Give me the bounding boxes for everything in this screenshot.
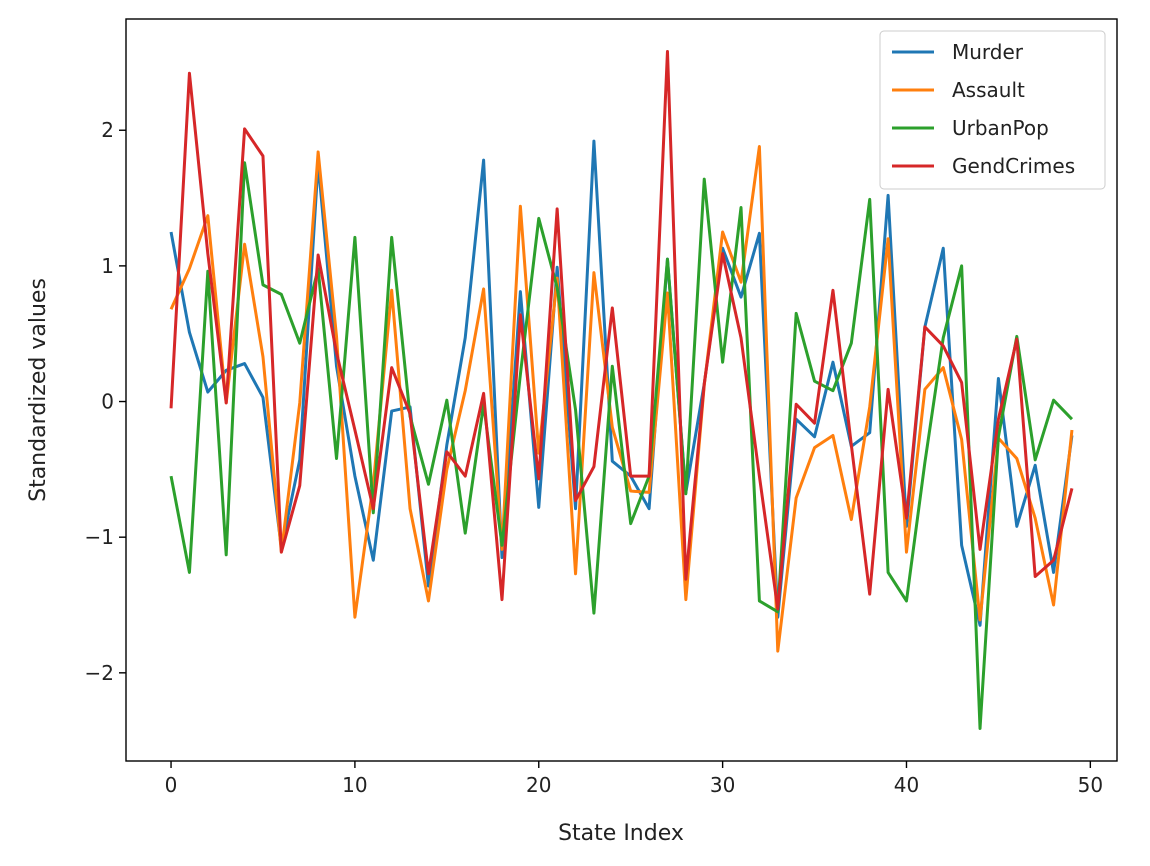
legend-label-murder: Murder — [952, 40, 1024, 64]
series-line-gendcrimes — [169, 50, 1074, 611]
x-tick-label: 20 — [526, 773, 551, 797]
legend-label-assault: Assault — [952, 78, 1025, 102]
x-tick-label: 30 — [710, 773, 735, 797]
x-tick-label: 50 — [1078, 773, 1103, 797]
legend: Murder Assault UrbanPop GendCrimes — [879, 30, 1106, 190]
series-line-assault — [169, 145, 1074, 653]
y-axis-label: Standardized values — [26, 278, 51, 502]
y-tick-label: 0 — [101, 390, 114, 414]
x-axis-label: State Index — [558, 821, 684, 846]
x-tick-label: 0 — [165, 773, 178, 797]
x-axis: 0 10 20 30 40 50 — [165, 761, 1103, 797]
x-tick-label: 10 — [342, 773, 367, 797]
series-layer — [169, 50, 1074, 730]
plot-frame — [125, 18, 1118, 762]
legend-box — [879, 30, 1106, 190]
y-tick-label: 2 — [101, 118, 114, 142]
y-tick-label: 1 — [101, 254, 114, 278]
series-line-urbanpop — [169, 161, 1074, 730]
y-tick-label: −1 — [85, 525, 114, 549]
y-tick-label: −2 — [85, 661, 114, 685]
legend-label-gendcrimes: GendCrimes — [952, 154, 1075, 178]
legend-label-urbanpop: UrbanPop — [952, 116, 1049, 140]
x-tick-label: 40 — [894, 773, 919, 797]
y-axis: −2 −1 0 1 2 — [85, 118, 126, 685]
